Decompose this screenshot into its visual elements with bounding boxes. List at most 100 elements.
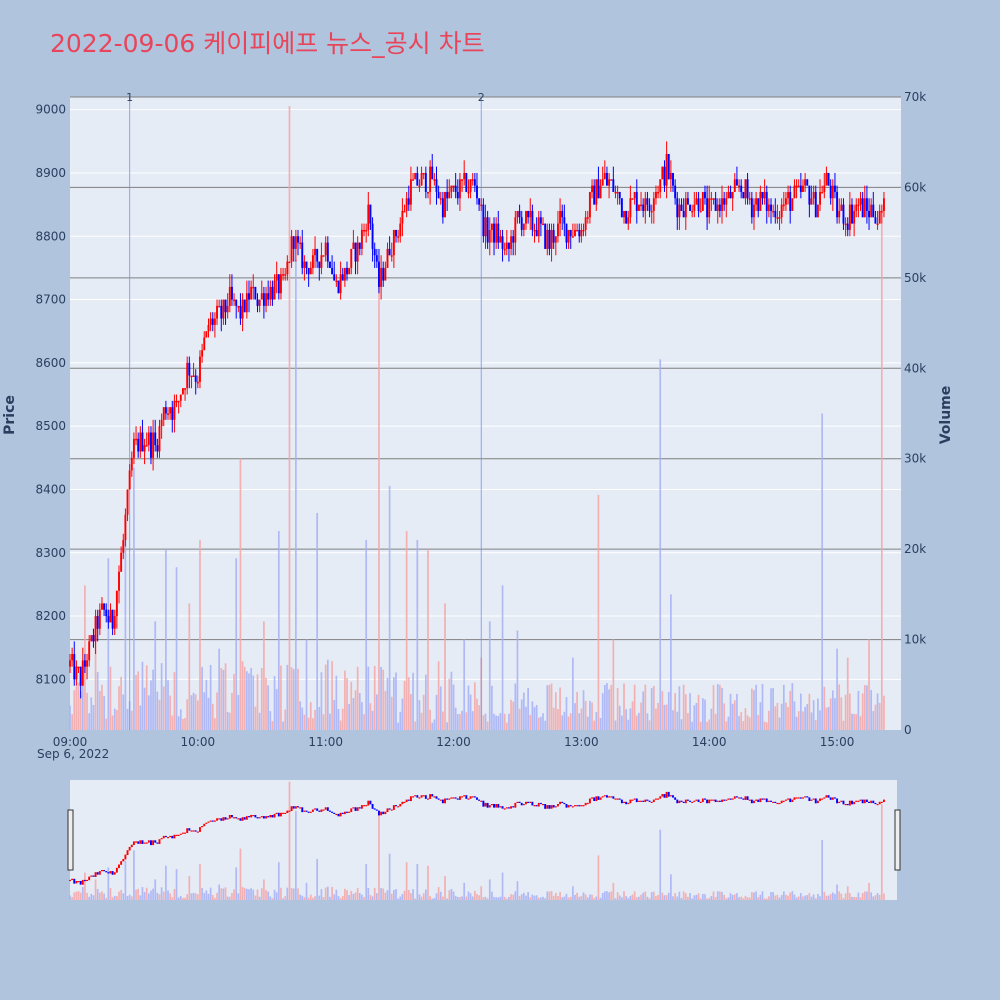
- range-slider-right-handle[interactable]: [894, 809, 901, 871]
- volume-bar: [655, 708, 657, 730]
- slider-candle: [561, 801, 564, 804]
- candle-body: [537, 217, 540, 237]
- slider-volume-bar: [69, 895, 71, 900]
- volume-bar: [424, 674, 427, 730]
- volume-bar: [410, 694, 412, 730]
- slider-candle: [661, 794, 664, 797]
- slider-volume-bar: [442, 896, 444, 900]
- volume-bar: [307, 717, 310, 730]
- volume-bar: [804, 706, 806, 730]
- slider-candle: [154, 840, 157, 843]
- slider-candle: [567, 805, 570, 808]
- slider-volume-bar: [836, 884, 838, 900]
- slider-candle: [580, 805, 583, 807]
- slider-volume-bar: [399, 896, 402, 900]
- slider-volume-bar: [367, 887, 370, 900]
- slider-candle: [141, 840, 144, 844]
- volume-bar: [318, 706, 321, 730]
- candle-body: [328, 261, 331, 268]
- slider-volume-bar: [452, 891, 455, 900]
- slider-candle: [874, 802, 877, 805]
- volume-bar: [111, 715, 114, 730]
- volume-bar: [853, 713, 855, 730]
- main-plot-area[interactable]: [70, 97, 901, 730]
- slider-candle: [563, 802, 566, 805]
- slider-candle: [203, 823, 206, 827]
- slider-candle: [75, 881, 78, 884]
- slider-volume-bar: [721, 892, 723, 900]
- range-slider[interactable]: [70, 780, 897, 900]
- volume-bar: [165, 549, 167, 730]
- volume-bar: [537, 717, 540, 730]
- candle-body: [623, 210, 625, 218]
- candle-body: [544, 223, 547, 249]
- slider-volume-bar: [684, 893, 687, 900]
- candle-body: [484, 217, 487, 237]
- slider-candle: [550, 805, 553, 809]
- slider-volume-bar: [827, 895, 830, 900]
- volume-bar: [584, 700, 587, 730]
- slider-candle: [827, 795, 830, 798]
- slider-candle: [750, 799, 753, 804]
- volume-bar: [476, 698, 478, 730]
- range-slider-left-handle[interactable]: [67, 809, 74, 871]
- slider-volume-bar: [584, 894, 587, 900]
- candle-body: [130, 457, 133, 471]
- slider-volume-bar: [476, 894, 478, 900]
- slider-volume-bar: [192, 892, 195, 900]
- volume-bar: [829, 698, 832, 730]
- candle-body: [128, 470, 131, 490]
- candle-body: [392, 229, 395, 256]
- candle-body: [610, 179, 613, 181]
- volume-bar: [787, 707, 789, 730]
- slider-volume-bar: [691, 898, 694, 900]
- volume-bar: [258, 712, 261, 730]
- slider-volume-bar: [128, 894, 131, 900]
- volume-bar: [527, 687, 529, 730]
- candle-body: [529, 210, 532, 218]
- slider-volume-bar: [842, 898, 845, 900]
- slider-candle: [757, 799, 760, 803]
- candle-body: [409, 179, 412, 205]
- candle-body: [352, 242, 355, 249]
- candle-body: [863, 198, 866, 218]
- slider-volume-bar: [510, 894, 512, 900]
- slider-candle: [365, 805, 368, 807]
- slider-volume-bar: [550, 891, 553, 900]
- slider-volume-bar: [448, 890, 451, 900]
- volume-bar: [456, 714, 459, 730]
- volume-bar: [652, 685, 655, 730]
- volume-bar: [109, 666, 112, 730]
- candle-body: [789, 191, 792, 211]
- slider-volume-bar: [657, 894, 659, 900]
- slider-volume-bar: [533, 895, 536, 900]
- slider-candle: [458, 796, 461, 800]
- slider-volume-bar: [173, 889, 176, 900]
- volume-bar: [299, 701, 301, 730]
- slider-volume-bar: [603, 891, 606, 900]
- candle-body: [288, 261, 291, 264]
- slider-volume-bar: [740, 896, 743, 900]
- slider-candle: [718, 800, 721, 802]
- volume-bar: [196, 700, 199, 730]
- candle-body: [663, 166, 666, 186]
- slider-volume-bar: [260, 888, 263, 900]
- candle-body: [98, 609, 101, 629]
- volume-bar: [209, 664, 212, 730]
- slider-candle: [535, 805, 538, 807]
- slider-candle: [137, 841, 140, 844]
- slider-volume-bar: [248, 889, 250, 900]
- volume-bar: [595, 712, 598, 730]
- volume-bar: [793, 701, 796, 730]
- candle-body: [360, 229, 363, 249]
- slider-volume-bar: [574, 894, 576, 900]
- slider-volume-bar: [744, 895, 747, 900]
- candle-body: [175, 400, 178, 403]
- slider-volume-bar: [79, 892, 82, 900]
- slider-volume-bar: [508, 896, 510, 900]
- candle-body: [90, 635, 93, 642]
- candle-body: [441, 198, 444, 218]
- slider-volume-bar: [631, 894, 634, 900]
- slider-candle: [186, 828, 189, 834]
